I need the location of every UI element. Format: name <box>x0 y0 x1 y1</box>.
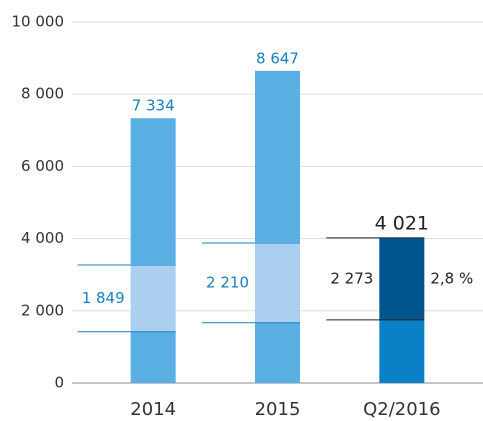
total-label: 8 647 <box>256 49 299 67</box>
y-tick-label: 2 000 <box>21 301 64 319</box>
x-tick-label: Q2/2016 <box>363 399 441 420</box>
annotation: 2,8 % <box>430 269 473 287</box>
total-label: 4 021 <box>375 212 429 234</box>
y-tick-label: 8 000 <box>21 85 64 103</box>
bar-segment <box>379 319 425 383</box>
x-tick-label: 2015 <box>255 399 301 420</box>
bar-segment <box>255 70 300 244</box>
x-tick-label: 2014 <box>130 399 176 420</box>
bar-segment <box>255 243 300 323</box>
value-label: 2 273 <box>330 269 373 287</box>
y-tick-label: 6 000 <box>21 157 64 175</box>
total-label: 7 334 <box>132 97 175 115</box>
value-label: 2 210 <box>206 273 249 291</box>
y-tick-label: 4 000 <box>21 229 64 247</box>
bar-segment <box>130 264 176 332</box>
y-tick-label: 0 <box>54 374 64 392</box>
bar-segment <box>379 237 425 320</box>
bar-segment <box>255 322 300 383</box>
bar-segment <box>130 118 176 265</box>
value-label: 1 849 <box>82 289 125 307</box>
y-tick-label: 10 000 <box>12 13 65 31</box>
bar-segment <box>130 331 176 383</box>
